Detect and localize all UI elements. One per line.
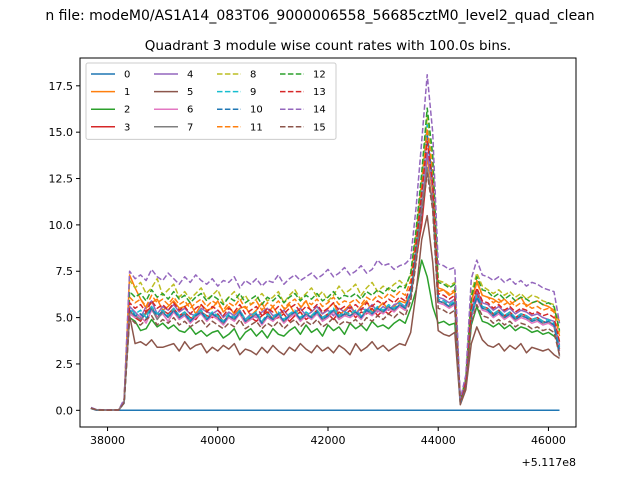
- x-axis: 38000 40000 42000 44000 46000: [90, 427, 566, 447]
- chart-title: Quadrant 3 module wise count rates with …: [145, 38, 511, 54]
- legend-label-4: 4: [187, 70, 193, 81]
- legend-label-1: 1: [124, 87, 130, 98]
- y-axis: 0.0 2.5 5.0 7.5 10.0 12.5 15.0 17.5: [49, 80, 80, 417]
- series-layer: [90, 73, 561, 412]
- legend-label-15: 15: [313, 122, 326, 133]
- x-tick-label: 38000: [90, 434, 125, 447]
- y-tick-label: 2.5: [56, 358, 74, 371]
- series-line-0: [90, 407, 560, 412]
- legend-label-8: 8: [250, 70, 256, 81]
- legend-label-6: 6: [187, 105, 193, 116]
- legend-box: [85, 62, 337, 140]
- series-line-11: [90, 127, 561, 411]
- legend-label-2: 2: [124, 105, 130, 116]
- x-tick-label: 40000: [200, 434, 235, 447]
- x-tick-label: 46000: [531, 434, 566, 447]
- legend-label-10: 10: [250, 105, 263, 116]
- y-tick-label: 17.5: [49, 80, 74, 93]
- y-tick-label: 15.0: [49, 126, 74, 139]
- legend-label-9: 9: [250, 87, 256, 98]
- legend-label-11: 11: [250, 122, 263, 133]
- x-tick-label: 42000: [311, 434, 346, 447]
- y-tick-label: 5.0: [56, 312, 74, 325]
- x-offset-label: +5.117e8: [522, 456, 576, 469]
- series-line-8: [90, 114, 561, 411]
- legend-label-5: 5: [187, 87, 193, 98]
- legend-label-14: 14: [313, 105, 326, 116]
- y-tick-label: 10.0: [49, 219, 74, 232]
- legend-label-13: 13: [313, 87, 326, 98]
- series-line-10: [90, 133, 561, 411]
- series-line-5: [90, 214, 560, 411]
- x-tick-label: 44000: [421, 434, 456, 447]
- legend-label-0: 0: [124, 70, 130, 81]
- legend-label-3: 3: [124, 122, 130, 133]
- legend-label-12: 12: [313, 70, 326, 81]
- series-line-6: [90, 135, 561, 411]
- series-line-15: [90, 172, 561, 411]
- y-tick-label: 12.5: [49, 173, 74, 186]
- y-tick-label: 0.0: [56, 404, 74, 417]
- y-tick-label: 7.5: [56, 265, 74, 278]
- series-line-13: [90, 140, 561, 411]
- series-line-14: [90, 73, 561, 411]
- series-line-2: [90, 259, 561, 411]
- series-line-9: [90, 124, 561, 411]
- legend-label-7: 7: [187, 122, 193, 133]
- series-line-12: [90, 107, 561, 411]
- figure-suptitle: n file: modeM0/AS1A14_083T06_9000006558_…: [45, 8, 594, 24]
